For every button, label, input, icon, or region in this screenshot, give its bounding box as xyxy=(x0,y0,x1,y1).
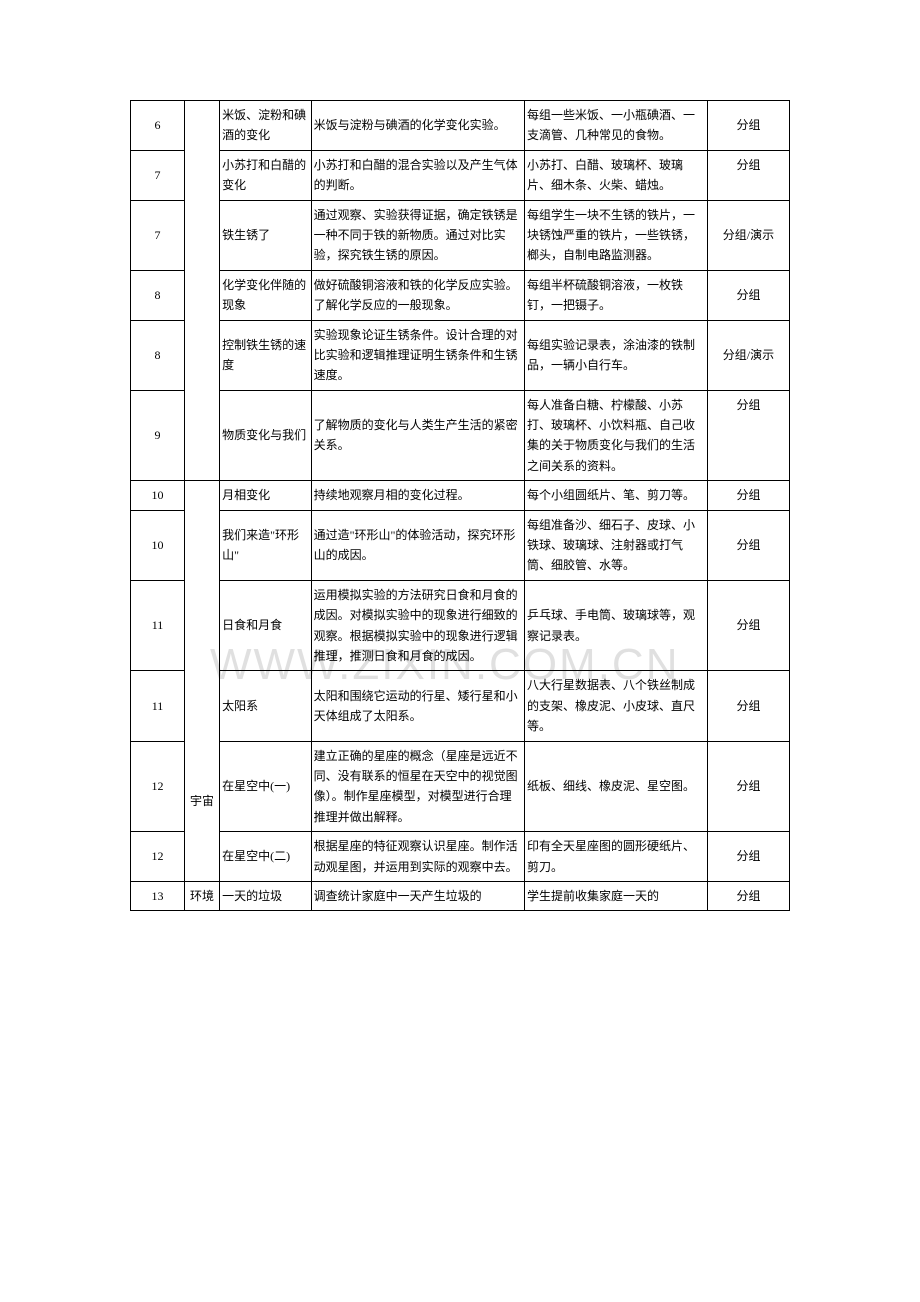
week-cell: 12 xyxy=(131,832,185,882)
table-row: 13环境一天的垃圾调查统计家庭中一天产生垃圾的学生提前收集家庭一天的分组 xyxy=(131,881,790,910)
table-row: 12 在星空中(一)建立正确的星座的概念（星座是远近不同、没有联系的恒星在天空中的… xyxy=(131,741,790,832)
topic-cell: 化学变化伴随的现象 xyxy=(220,270,311,320)
topic-cell: 太阳系 xyxy=(220,671,311,741)
materials-cell: 八大行星数据表、八个铁丝制成的支架、橡皮泥、小皮球、直尺等。 xyxy=(524,671,707,741)
type-cell: 分组 xyxy=(707,270,789,320)
topic-cell: 月相变化 xyxy=(220,481,311,510)
content-cell: 实验现象论证生锈条件。设计合理的对比实验和逻辑推理证明生锈条件和生锈速度。 xyxy=(311,320,524,390)
type-cell: 分组/演示 xyxy=(707,200,789,270)
type-cell: 分组 xyxy=(707,101,789,151)
table-row: 10宇宙月相变化持续地观察月相的变化过程。每个小组圆纸片、笔、剪刀等。分组 xyxy=(131,481,790,510)
type-cell: 分组 xyxy=(707,390,789,481)
topic-cell: 米饭、淀粉和碘酒的变化 xyxy=(220,101,311,151)
topic-cell: 日食和月食 xyxy=(220,580,311,671)
week-cell: 7 xyxy=(131,150,185,200)
table-row: 6 米饭、淀粉和碘酒的变化米饭与淀粉与碘酒的化学变化实验。每组一些米饭、一小瓶碘酒… xyxy=(131,101,790,151)
content-cell: 做好硫酸铜溶液和铁的化学反应实验。了解化学反应的一般现象。 xyxy=(311,270,524,320)
table-row: 10 我们来造"环形山"通过造"环形山"的体验活动，探究环形山的成因。每组准备沙、… xyxy=(131,510,790,580)
topic-cell: 在星空中(二) xyxy=(220,832,311,882)
week-cell: 6 xyxy=(131,101,185,151)
week-cell: 10 xyxy=(131,481,185,510)
content-cell: 根据星座的特征观察认识星座。制作活动观星图，并运用到实际的观察中去。 xyxy=(311,832,524,882)
week-cell: 10 xyxy=(131,510,185,580)
week-cell: 11 xyxy=(131,671,185,741)
week-cell: 8 xyxy=(131,270,185,320)
unit-cell: 环境 xyxy=(184,881,219,910)
content-cell: 建立正确的星座的概念（星座是远近不同、没有联系的恒星在天空中的视觉图像）。制作星… xyxy=(311,741,524,832)
materials-cell: 纸板、细线、橡皮泥、星空图。 xyxy=(524,741,707,832)
content-cell: 通过造"环形山"的体验活动，探究环形山的成因。 xyxy=(311,510,524,580)
materials-cell: 每人准备白糖、柠檬酸、小苏打、玻璃杯、小饮料瓶、自己收集的关于物质变化与我们的生… xyxy=(524,390,707,481)
week-cell: 11 xyxy=(131,580,185,671)
table-row: 8 化学变化伴随的现象做好硫酸铜溶液和铁的化学反应实验。了解化学反应的一般现象。每… xyxy=(131,270,790,320)
content-cell: 持续地观察月相的变化过程。 xyxy=(311,481,524,510)
table-row: 12 在星空中(二)根据星座的特征观察认识星座。制作活动观星图，并运用到实际的观察… xyxy=(131,832,790,882)
materials-cell: 每个小组圆纸片、笔、剪刀等。 xyxy=(524,481,707,510)
week-cell: 8 xyxy=(131,320,185,390)
table-row: 11 太阳系太阳和围绕它运动的行星、矮行星和小天体组成了太阳系。八大行星数据表、八… xyxy=(131,671,790,741)
topic-cell: 控制铁生锈的速度 xyxy=(220,320,311,390)
week-cell: 12 xyxy=(131,741,185,832)
type-cell: 分组 xyxy=(707,671,789,741)
materials-cell: 学生提前收集家庭一天的 xyxy=(524,881,707,910)
topic-cell: 我们来造"环形山" xyxy=(220,510,311,580)
unit-cell xyxy=(184,101,219,481)
document-page: WWW.ZIXIN.COM.CN 6米饭、淀粉和碘酒的变化米饭与淀粉与碘酒的化学… xyxy=(0,0,920,951)
table-row: 7 小苏打和白醋的变化小苏打和白醋的混合实验以及产生气体的判断。小苏打、白醋、玻璃… xyxy=(131,150,790,200)
week-cell: 9 xyxy=(131,390,185,481)
topic-cell: 铁生锈了 xyxy=(220,200,311,270)
type-cell: 分组/演示 xyxy=(707,320,789,390)
table-row: 8 控制铁生锈的速度实验现象论证生锈条件。设计合理的对比实验和逻辑推理证明生锈条件… xyxy=(131,320,790,390)
type-cell: 分组 xyxy=(707,832,789,882)
table-row: 11 日食和月食运用模拟实验的方法研究日食和月食的成因。对模拟实验中的现象进行细致… xyxy=(131,580,790,671)
materials-cell: 每组半杯硫酸铜溶液，一枚铁钉，一把镊子。 xyxy=(524,270,707,320)
materials-cell: 乒乓球、手电筒、玻璃球等，观察记录表。 xyxy=(524,580,707,671)
lesson-plan-table: 6 米饭、淀粉和碘酒的变化米饭与淀粉与碘酒的化学变化实验。每组一些米饭、一小瓶碘酒… xyxy=(130,100,790,911)
materials-cell: 每组实验记录表，涂油漆的铁制品，一辆小自行车。 xyxy=(524,320,707,390)
week-cell: 13 xyxy=(131,881,185,910)
content-cell: 调查统计家庭中一天产生垃圾的 xyxy=(311,881,524,910)
materials-cell: 印有全天星座图的圆形硬纸片、剪刀。 xyxy=(524,832,707,882)
content-cell: 太阳和围绕它运动的行星、矮行星和小天体组成了太阳系。 xyxy=(311,671,524,741)
topic-cell: 小苏打和白醋的变化 xyxy=(220,150,311,200)
content-cell: 小苏打和白醋的混合实验以及产生气体的判断。 xyxy=(311,150,524,200)
materials-cell: 每组学生一块不生锈的铁片，一块锈蚀严重的铁片，一些铁锈，榔头，自制电路监测器。 xyxy=(524,200,707,270)
type-cell: 分组 xyxy=(707,741,789,832)
materials-cell: 每组准备沙、细石子、皮球、小铁球、玻璃球、注射器或打气筒、细胶管、水等。 xyxy=(524,510,707,580)
content-cell: 了解物质的变化与人类生产生活的紧密关系。 xyxy=(311,390,524,481)
topic-cell: 一天的垃圾 xyxy=(220,881,311,910)
topic-cell: 在星空中(一) xyxy=(220,741,311,832)
content-cell: 通过观察、实验获得证据，确定铁锈是一种不同于铁的新物质。通过对比实验，探究铁生锈… xyxy=(311,200,524,270)
table-row: 9 物质变化与我们了解物质的变化与人类生产生活的紧密关系。每人准备白糖、柠檬酸、小… xyxy=(131,390,790,481)
content-cell: 米饭与淀粉与碘酒的化学变化实验。 xyxy=(311,101,524,151)
content-cell: 运用模拟实验的方法研究日食和月食的成因。对模拟实验中的现象进行细致的观察。根据模… xyxy=(311,580,524,671)
week-cell: 7 xyxy=(131,200,185,270)
type-cell: 分组 xyxy=(707,150,789,200)
type-cell: 分组 xyxy=(707,580,789,671)
type-cell: 分组 xyxy=(707,510,789,580)
type-cell: 分组 xyxy=(707,481,789,510)
materials-cell: 每组一些米饭、一小瓶碘酒、一支滴管、几种常见的食物。 xyxy=(524,101,707,151)
topic-cell: 物质变化与我们 xyxy=(220,390,311,481)
materials-cell: 小苏打、白醋、玻璃杯、玻璃片、细木条、火柴、蜡烛。 xyxy=(524,150,707,200)
unit-cell: 宇宙 xyxy=(184,481,219,882)
type-cell: 分组 xyxy=(707,881,789,910)
table-row: 7 铁生锈了通过观察、实验获得证据，确定铁锈是一种不同于铁的新物质。通过对比实验，… xyxy=(131,200,790,270)
